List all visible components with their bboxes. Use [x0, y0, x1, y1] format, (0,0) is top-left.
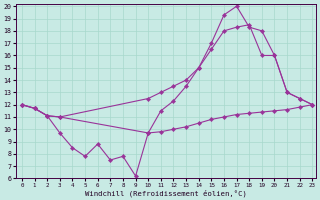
X-axis label: Windchill (Refroidissement éolien,°C): Windchill (Refroidissement éolien,°C)	[85, 189, 247, 197]
